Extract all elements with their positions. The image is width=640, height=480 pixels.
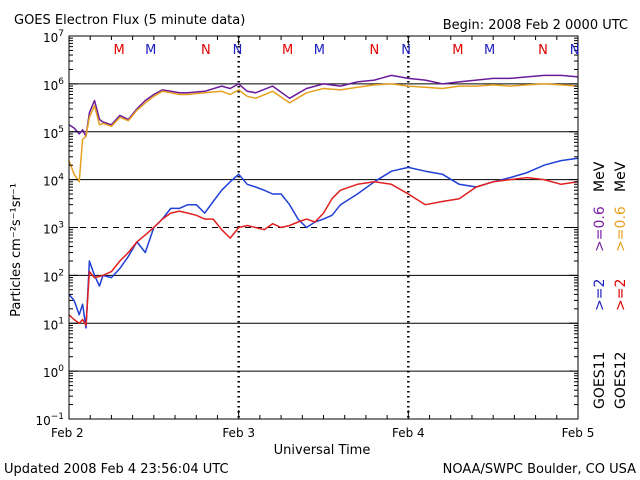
x-tick-label-1: Feb 3 (222, 426, 255, 440)
y-tick-exponent: 1 (58, 316, 64, 326)
y-tick-label-0: 10−1 (35, 412, 64, 428)
legend-text-3: MeV (592, 161, 608, 192)
y-tick-base: 10 (43, 318, 58, 332)
legend-text-6: >=0.6 (613, 206, 629, 252)
credit-label: NOAA/SWPC Boulder, CO USA (443, 462, 636, 477)
y-axis-label: Particles cm⁻²s⁻¹sr⁻¹ (9, 183, 24, 317)
y-tick-base: 10 (43, 175, 58, 189)
event-marker-2: N (201, 43, 211, 58)
y-tick-exponent: 2 (58, 268, 64, 278)
series-lines (68, 74, 579, 329)
y-tick-label-4: 103 (43, 221, 64, 237)
y-tick-label-2: 101 (43, 316, 64, 332)
event-marker-11: N (570, 43, 580, 58)
series-line-3 (68, 176, 579, 327)
series-line-1 (68, 83, 579, 183)
y-tick-label-5: 104 (43, 173, 64, 189)
x-tick-label-2: Feb 4 (392, 426, 425, 440)
y-tick-exponent: 6 (58, 77, 64, 87)
updated-time-label: Updated 2008 Feb 4 23:56:04 UTC (4, 462, 229, 477)
event-marker-1: M (145, 43, 156, 58)
event-marker-3: N (233, 43, 243, 58)
legend-text-7: MeV (613, 161, 629, 192)
x-tick-labels: Feb 2 Feb 3 Feb 4 Feb 5 (51, 426, 594, 440)
y-tick-label-1: 100 (43, 364, 64, 380)
legend-text-4: GOES12 (613, 352, 629, 409)
legend-text-2: >=0.6 (592, 206, 608, 252)
series-line-0 (68, 74, 579, 138)
right-legend: GOES11 >=2 >=0.6 MeV GOES12 >=2 >=0.6 MeV (592, 161, 629, 409)
y-tick-label-6: 105 (43, 125, 64, 141)
event-marker-9: M (484, 43, 495, 58)
y-tick-label-7: 106 (43, 77, 64, 93)
y-tick-exponent: 3 (58, 221, 64, 231)
event-marker-6: N (370, 43, 380, 58)
event-marker-8: M (452, 43, 463, 58)
y-tick-exponent: −1 (51, 412, 64, 422)
x-tick-label-0: Feb 2 (51, 426, 84, 440)
y-tick-exponent: 0 (58, 364, 64, 374)
x-tick-label-3: Feb 5 (562, 426, 595, 440)
y-tick-base: 10 (35, 414, 50, 428)
series-line-2 (68, 157, 579, 329)
event-marker-0: M (113, 43, 124, 58)
legend-text-1: >=2 (592, 279, 608, 311)
event-marker-7: N (401, 43, 411, 58)
y-tick-exponent: 4 (58, 173, 64, 183)
y-tick-base: 10 (43, 366, 58, 380)
event-marker-4: M (282, 43, 293, 58)
event-marker-5: M (314, 43, 325, 58)
event-marker-10: N (538, 43, 548, 58)
y-tick-label-8: 107 (43, 29, 64, 45)
legend-text-5: >=2 (613, 279, 629, 311)
threshold-lines (69, 83, 578, 372)
y-tick-exponent: 7 (58, 29, 64, 39)
y-tick-base: 10 (43, 31, 58, 45)
y-tick-exponent: 5 (58, 125, 64, 135)
y-tick-base: 10 (43, 223, 58, 237)
axis-ticks (68, 35, 579, 420)
y-tick-label-3: 102 (43, 268, 64, 284)
x-axis-label: Universal Time (274, 443, 371, 458)
legend-text-0: GOES11 (592, 352, 608, 409)
y-tick-base: 10 (43, 79, 58, 93)
chart-title: GOES Electron Flux (5 minute data) (14, 13, 245, 28)
y-tick-base: 10 (43, 270, 58, 284)
y-tick-base: 10 (43, 127, 58, 141)
begin-time-label: Begin: 2008 Feb 2 0000 UTC (443, 18, 628, 33)
